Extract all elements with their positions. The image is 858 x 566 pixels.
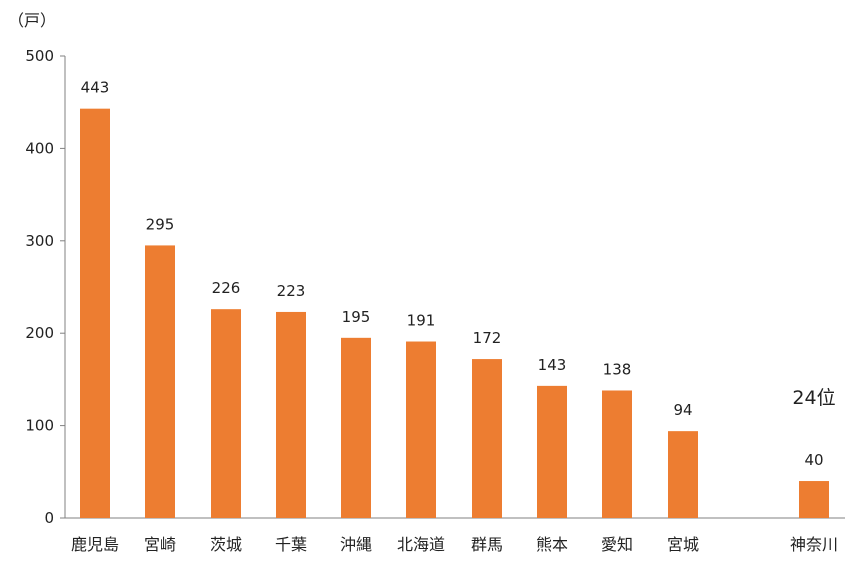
category-label: 群馬 [471,535,503,554]
bar [341,337,371,518]
data-label: 40 [804,451,823,469]
y-tick-label: 300 [25,232,54,250]
category-label: 北海道 [397,535,445,554]
bar [80,108,110,518]
rank-annotation: 24位 [792,387,835,409]
category-label: 愛知 [601,535,633,554]
bar [668,431,698,518]
y-tick-label: 200 [25,324,54,342]
data-label: 138 [603,360,632,378]
data-label: 223 [277,282,306,300]
category-label: 千葉 [275,535,307,554]
category-label: 宮崎 [144,535,176,554]
category-label: 鹿児島 [71,535,119,554]
data-label: 143 [538,356,567,374]
bar [276,311,306,518]
bar [799,481,829,518]
data-label: 443 [81,79,110,97]
category-labels-group: 鹿児島 宮崎 茨城 千葉 沖縄 北海道 群馬 熊本 愛知 宮城 神奈川 [71,535,838,554]
category-label: 熊本 [536,535,568,554]
y-tick-label: 100 [25,417,54,435]
y-axis-ticks: 0 100 200 300 400 500 [25,47,65,527]
bar [211,309,241,518]
category-label: 神奈川 [790,535,838,554]
bar [472,359,502,518]
data-label: 172 [473,329,502,347]
category-label: 沖縄 [340,535,372,554]
data-labels-group: 443 295 226 223 195 191 172 143 138 94 40 [81,79,824,469]
y-tick-label: 0 [44,509,54,527]
bar [406,341,436,518]
y-tick-label: 500 [25,47,54,65]
category-label: 茨城 [210,535,242,554]
y-tick-label: 400 [25,139,54,157]
bars-group [80,108,829,519]
category-label: 宮城 [667,535,699,554]
data-label: 191 [407,312,436,330]
bar [537,385,567,518]
data-label: 195 [342,308,371,326]
data-label: 226 [212,279,241,297]
y-axis-unit-label: （戸） [8,11,56,30]
bar [145,245,175,519]
data-label: 295 [146,215,175,233]
data-label: 94 [673,401,692,419]
bar [602,390,632,518]
